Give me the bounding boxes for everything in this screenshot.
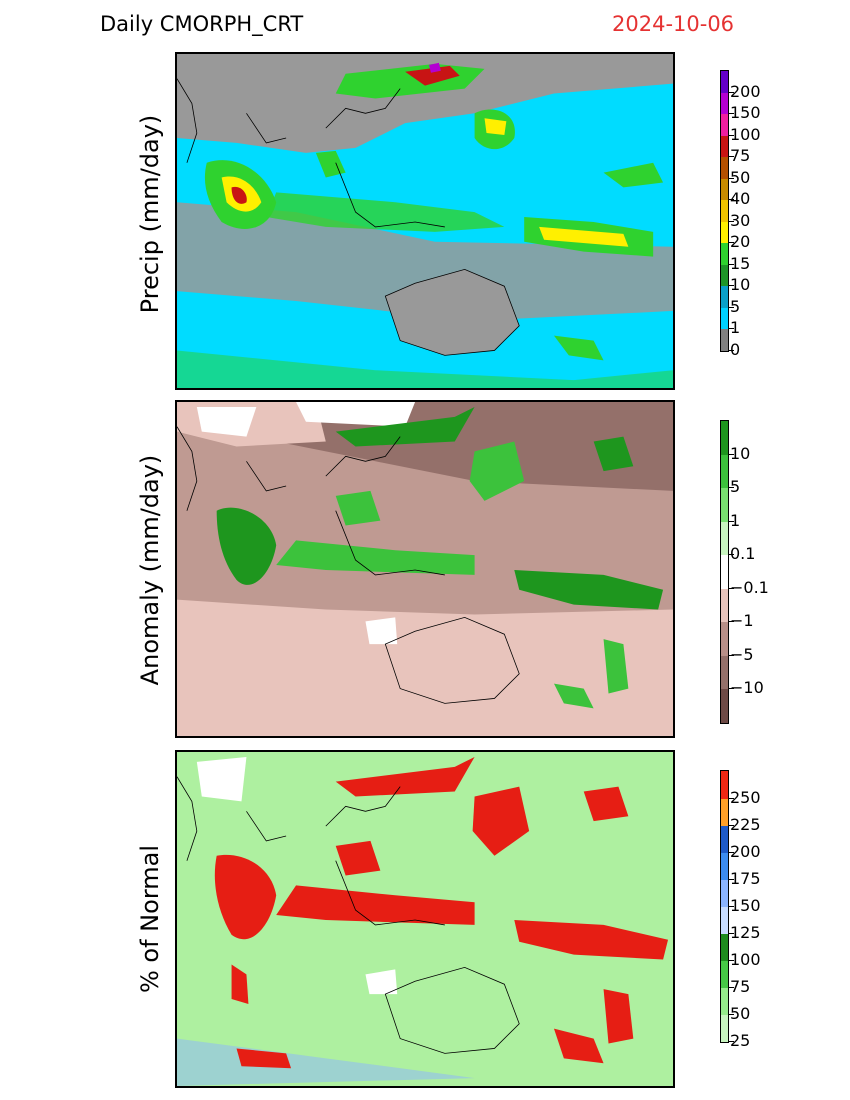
anomaly-tick-label: 10	[730, 444, 751, 463]
precip-tick-label: 75	[730, 146, 751, 165]
precip-tick-label: 50	[730, 168, 751, 187]
precip-tick-label: 5	[730, 297, 741, 316]
anomaly-map	[175, 400, 675, 738]
anomaly-tick-label: 5	[730, 477, 741, 496]
percent-tick-label: 125	[730, 923, 761, 942]
percent-map	[175, 750, 675, 1088]
anomaly-tick-label: 1	[730, 511, 741, 530]
anomaly-tick-label: −0.1	[730, 578, 769, 597]
anomaly-tick-label: −5	[730, 645, 754, 664]
percent-tick-label: 225	[730, 815, 761, 834]
panel-ylabel-anomaly: Anomaly (mm/day)	[136, 454, 164, 686]
precip-map	[175, 52, 675, 390]
percent-tick-label: 250	[730, 788, 761, 807]
percent-tick-label: 25	[730, 1031, 751, 1050]
precip-colorbar	[720, 70, 729, 352]
precip-tick-label: 0	[730, 340, 741, 359]
anomaly-colorbar	[720, 420, 729, 724]
percent-tick-label: 175	[730, 869, 761, 888]
panel-ylabel-percent: % of Normal	[136, 844, 164, 994]
precip-tick-label: 15	[730, 254, 751, 273]
precip-tick-label: 1	[730, 318, 741, 337]
percent-tick-label: 100	[730, 950, 761, 969]
anomaly-tick-label: 0.1	[730, 544, 756, 563]
precip-tick-label: 10	[730, 275, 751, 294]
percent-tick-label: 200	[730, 842, 761, 861]
date-label: 2024-10-06	[612, 12, 735, 36]
precip-tick-label: 40	[730, 189, 751, 208]
precip-tick-label: 30	[730, 211, 751, 230]
precip-tick-label: 100	[730, 125, 761, 144]
anomaly-tick-label: −10	[730, 678, 764, 697]
precip-tick-label: 200	[730, 82, 761, 101]
precip-tick-label: 150	[730, 103, 761, 122]
app-title: Daily CMORPH_CRT	[100, 12, 304, 36]
anomaly-tick-label: −1	[730, 611, 754, 630]
percent-tick-label: 150	[730, 896, 761, 915]
panel-ylabel-precip: Precip (mm/day)	[136, 114, 164, 314]
percent-tick-label: 50	[730, 1004, 751, 1023]
precip-tick-label: 20	[730, 232, 751, 251]
percent-tick-label: 75	[730, 977, 751, 996]
